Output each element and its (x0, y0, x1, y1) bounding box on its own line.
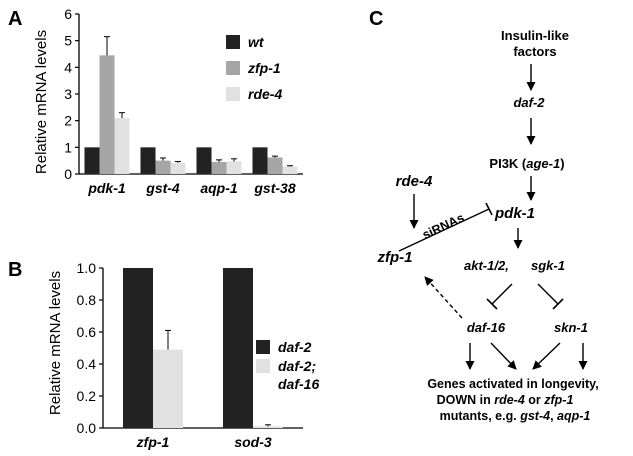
panel-b-bar (223, 268, 253, 428)
panel-a-y-tick-label: 3 (64, 86, 72, 102)
panel-b-category-label: zfp-1 (136, 434, 170, 450)
panel-a-y-tick-label: 6 (64, 6, 72, 22)
genes-line-3: mutants, e.g. gst-4, aqp-1 (440, 409, 591, 423)
genes-line-2-d: zfp-1 (543, 393, 573, 407)
panel-b-legend: daf-2 daf-2; daf-16 (256, 339, 319, 392)
inhibit-sgk-skn1 (537, 283, 559, 305)
panel-b-legend-label: daf-2 (278, 339, 312, 355)
node-pdk-1: pdk-1 (494, 205, 535, 222)
panel-a-bar (155, 160, 171, 174)
panel-b-label: B (8, 259, 22, 281)
panel-c-label: C (369, 8, 383, 30)
panel-b-legend-label: daf-2; (278, 358, 316, 374)
panel-b-bar (253, 426, 283, 428)
genes-line-2-a: DOWN in (437, 393, 495, 407)
panel-b-y-tick-label: 0.0 (77, 420, 97, 436)
panel-a-y-tick-label: 2 (64, 113, 72, 129)
inhibit-sirnas-pdk1 (398, 208, 490, 252)
genes-line-3-a: mutants, e.g. (440, 409, 521, 423)
panel-b-bar (153, 349, 183, 428)
genes-line-2-b: rde-4 (494, 393, 525, 407)
node-pi3k: PI3K (age-1) (489, 156, 564, 171)
node-pi3k-prefix: PI3K ( (489, 156, 527, 171)
panel-b-y-label: Relative mRNA levels (47, 271, 64, 415)
inhibit-akt-daf16-bar (486, 298, 498, 310)
panel-b-category-label: sod-3 (234, 434, 272, 450)
panel-a-bar (196, 147, 212, 174)
node-daf-16: daf-16 (467, 320, 506, 335)
node-insulin-line2: factors (513, 44, 556, 59)
panel-a-bar (99, 55, 115, 175)
genes-line-3-c: , (550, 409, 557, 423)
panel-b-y-tick-label: 0.2 (77, 388, 97, 404)
genes-line-3-b: gst-4 (519, 409, 550, 423)
panel-b-marks: 0.0 0.2 0.4 0.6 0.8 1.0 zfp-1 sod-3 (77, 260, 303, 450)
panel-a-category-label: pdk-1 (87, 180, 126, 196)
panel-a-legend-label: wt (248, 34, 265, 50)
panel-b-y-tick-label: 0.4 (77, 356, 97, 372)
node-skn-1: skn-1 (554, 320, 588, 335)
panel-a-legend-label: zfp-1 (247, 60, 281, 76)
panel-a-bar (84, 147, 100, 174)
panel-a-bar (114, 118, 130, 174)
genes-line-2: DOWN in rde-4 or zfp-1 (437, 393, 574, 407)
arrow-daf16-zfp1-dashed (424, 276, 463, 319)
panel-a-marks: 0 1 2 3 4 5 6 pdk-1 gst-4 aqp-1 gst-38 (64, 6, 303, 196)
inhibit-akt-daf16 (491, 283, 513, 305)
panel-a-y-tick-label: 0 (64, 166, 72, 182)
genes-line-2-c: or (525, 393, 544, 407)
panel-a-bar (252, 147, 268, 174)
panel-a-legend-label: rde-4 (248, 86, 282, 102)
panel-a-category-label: gst-38 (253, 180, 295, 196)
panel-b-y-tick-label: 0.8 (77, 292, 97, 308)
node-daf-2: daf-2 (513, 95, 545, 110)
node-sgk: sgk-1 (531, 258, 565, 273)
genes-line-1: Genes activated in longevity, (427, 377, 598, 391)
panel-a-bar (170, 162, 186, 174)
node-zfp-1: zfp-1 (377, 249, 413, 266)
panel-a: A Relative mRNA levels 0 1 2 3 4 5 6 pdk-1 gst-4… (8, 6, 303, 196)
inhibit-sirnas-bar (485, 202, 493, 216)
panel-b-bar (123, 268, 153, 428)
node-rde-4: rde-4 (396, 173, 433, 190)
node-insulin-line1: Insulin-like (501, 28, 569, 43)
panel-a-category-label: aqp-1 (200, 180, 238, 196)
label-sirnas: siRNAs (420, 211, 466, 242)
panel-a-y-label: Relative mRNA levels (33, 30, 50, 174)
panel-a-bar (267, 157, 283, 174)
panel-a-bar (226, 161, 242, 174)
node-akt: akt-1/2, (464, 258, 509, 273)
arrow-skn1-genes (532, 342, 561, 370)
panel-a-legend-swatch (226, 61, 240, 75)
panel-a-label: A (8, 8, 22, 30)
panel-b-legend-swatch (256, 359, 270, 373)
panel-a-category-label: gst-4 (145, 180, 180, 196)
panel-a-bar (282, 166, 298, 174)
panel-a-legend-swatch (226, 35, 240, 49)
panel-a-y-tick-label: 5 (64, 33, 72, 49)
panel-a-y-tick-label: 1 (64, 139, 72, 155)
arrow-daf16-genes-2 (490, 342, 517, 370)
panel-b: B Relative mRNA levels 0.0 0.2 0.4 0.6 0.8 1.… (8, 259, 319, 450)
panel-c-pathway: C Insulin-like factors daf-2 PI3K (age-1… (369, 8, 599, 423)
panel-a-y-tick-label: 4 (64, 59, 72, 75)
panel-a-legend-swatch (226, 87, 240, 101)
panel-a-bar (140, 147, 156, 174)
panel-b-legend-label: daf-16 (278, 376, 319, 392)
node-pi3k-suffix: ) (560, 156, 564, 171)
panel-b-legend-swatch (256, 340, 270, 354)
panel-a-bar (211, 162, 227, 174)
panel-b-y-tick-label: 0.6 (77, 324, 97, 340)
inhibit-sgk-skn1-bar (552, 298, 564, 310)
panel-a-legend: wt zfp-1 rde-4 (226, 34, 282, 102)
node-pi3k-gene: age-1 (526, 156, 560, 171)
genes-line-3-d: aqp-1 (557, 409, 590, 423)
panel-b-y-tick-label: 1.0 (77, 260, 97, 276)
